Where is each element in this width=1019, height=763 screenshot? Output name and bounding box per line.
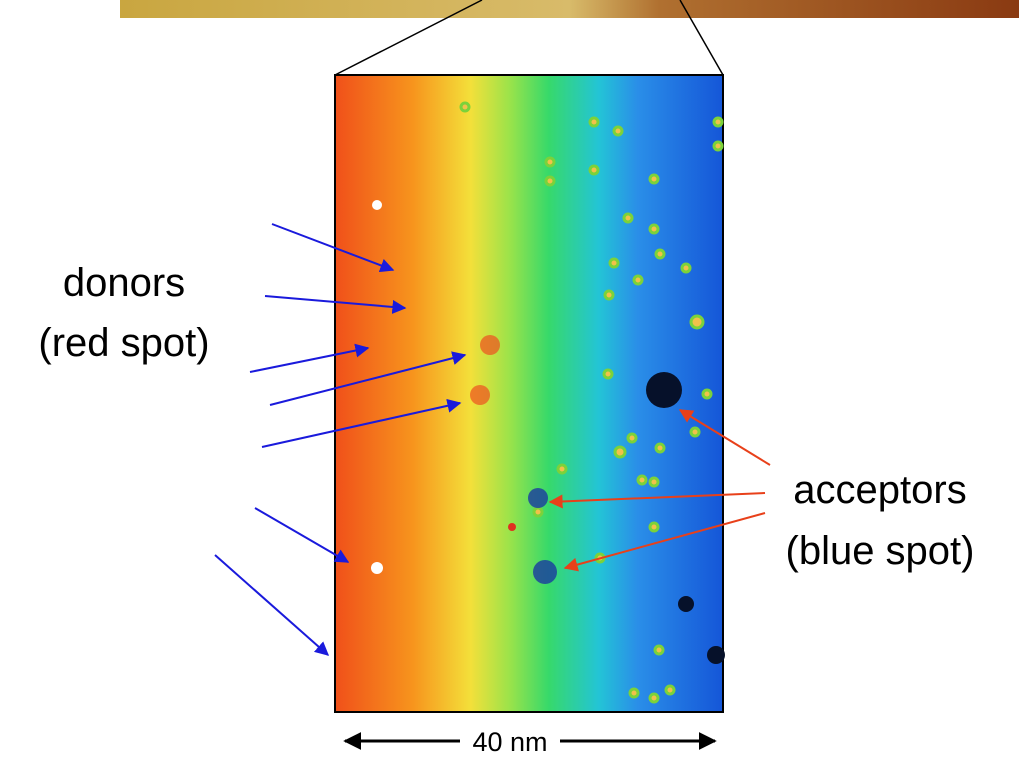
scale-bar-label: 40 nm bbox=[472, 727, 547, 757]
stm-image bbox=[335, 75, 725, 712]
donors-sublabel: (red spot) bbox=[38, 321, 209, 365]
acceptors-label: acceptors bbox=[793, 468, 966, 512]
acceptors-sublabel: (blue spot) bbox=[786, 529, 975, 573]
top-image-strip bbox=[120, 0, 1019, 18]
donors-label: donors bbox=[63, 261, 185, 305]
slide: donors (red spot) acceptors (blue spot) … bbox=[0, 0, 1019, 763]
